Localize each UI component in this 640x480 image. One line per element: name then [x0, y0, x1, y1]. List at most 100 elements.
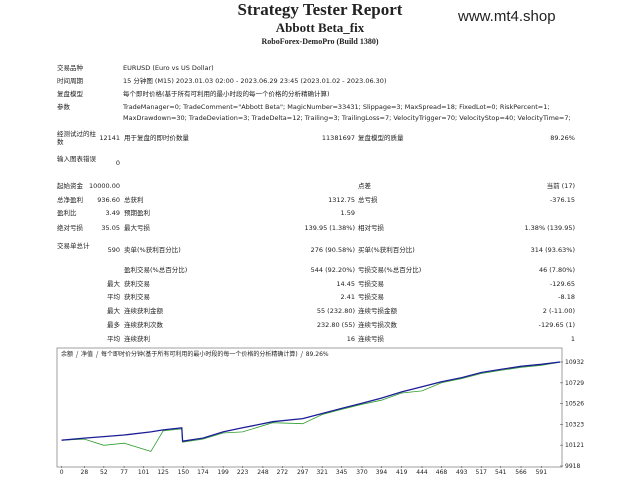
stat-value: 10000.00	[88, 182, 120, 190]
chart-frame	[56, 347, 563, 468]
legend-divider	[95, 350, 99, 359]
stat-value: 平均	[107, 293, 120, 301]
stat-value: 1.38% (139.95)	[524, 224, 575, 232]
stat-label: 总获利	[124, 196, 144, 204]
x-tick-label: 248	[257, 469, 269, 476]
stat-label: 亏损交易	[358, 293, 384, 301]
info-label: 参数	[57, 103, 70, 111]
x-tick-label: 566	[515, 469, 527, 476]
x-tick-label: 125	[157, 469, 169, 476]
stat-label: 交易单总计	[57, 242, 90, 250]
stat-label: 起始资金	[57, 182, 83, 190]
stat-value: 314 (93.63%)	[530, 246, 575, 254]
x-tick-label: 345	[336, 469, 348, 476]
x-tick-label: 77	[120, 469, 128, 476]
stat-label: 亏损交易(%总百分比)	[358, 266, 422, 274]
stat-value: 1.59	[340, 209, 355, 217]
stat-value: 最大	[107, 307, 120, 315]
stat-value: 46 (7.80%)	[538, 266, 575, 274]
x-tick-label: 52	[100, 469, 108, 476]
stat-value: 最大	[107, 280, 120, 288]
stat-value: 55 (232.80)	[316, 307, 355, 315]
info-value: MaxDrawdown=30; TradeDeviation=3; TradeD…	[123, 114, 571, 122]
stat-label: 最大亏损	[124, 224, 150, 232]
expert-name: Abbott Beta_fix	[275, 20, 365, 35]
stat-value: -129.65 (1)	[538, 321, 575, 329]
stat-label: 复盘模型的质量	[358, 134, 404, 142]
x-tick-label: 199	[217, 469, 229, 476]
stat-label: 用于复盘的即时价数量	[124, 134, 189, 142]
stat-label: 经测试过的柱数	[57, 130, 96, 146]
stat-label: 盈利交易(%总百分比)	[124, 266, 188, 274]
stat-label: 盈利比	[57, 209, 77, 217]
stat-value: 276 (90.58%)	[310, 246, 355, 254]
stat-value: 232.80 (55)	[316, 321, 355, 329]
stat-value: 3.49	[105, 209, 120, 217]
stat-value: 11381697	[321, 134, 355, 142]
x-tick-label: 321	[316, 469, 328, 476]
stat-label: 预期盈利	[124, 209, 150, 217]
x-tick-label: 223	[237, 469, 249, 476]
stat-value: 最多	[107, 321, 120, 329]
stat-value: 14.45	[336, 280, 355, 288]
stat-label: 卖单(%获利百分比)	[124, 246, 181, 254]
stat-value: -129.65	[549, 280, 575, 288]
y-tick-label: 10729	[565, 380, 584, 387]
stat-label: 获利交易	[124, 293, 150, 301]
stat-value: 2 (-11.00)	[542, 307, 575, 315]
stat-label: 输入图表错误	[57, 155, 96, 163]
stat-value: 89.26%	[550, 134, 575, 142]
stat-label: 获利交易	[124, 280, 150, 288]
x-tick-label: 370	[356, 469, 368, 476]
y-tick-label: 10526	[565, 401, 584, 408]
legend-divider	[75, 350, 79, 359]
model-annotation: 每个即时价分钟(基于所有可利用的最小时段的每一个价格的分析精确计算)	[101, 350, 298, 358]
x-tick-label: 468	[436, 469, 448, 476]
stat-value: 1	[570, 335, 575, 343]
stat-label: 连续亏损金额	[358, 307, 397, 315]
stat-value: 当前 (17)	[546, 182, 575, 190]
stat-value: 0	[115, 159, 120, 167]
x-tick-label: 28	[81, 469, 89, 476]
stat-value: 平均	[107, 335, 120, 343]
stat-label: 连续获利次数	[124, 321, 163, 329]
x-tick-label: 101	[138, 469, 150, 476]
info-label: 时间周期	[57, 77, 83, 85]
info-label: 复盘模型	[57, 90, 83, 98]
x-tick-label: 394	[376, 469, 388, 476]
stat-value: 16	[346, 335, 355, 343]
stat-label: 绝对亏损	[57, 224, 83, 232]
legend-entry: 余额	[61, 350, 73, 358]
y-tick-label: 10932	[565, 359, 584, 366]
x-tick-label: 419	[396, 469, 408, 476]
info-label: 交易品种	[57, 64, 83, 72]
stat-label: 相对亏损	[358, 224, 384, 232]
stat-label: 总亏损	[358, 196, 378, 204]
legend-entry: 净值	[81, 350, 93, 358]
legend-divider	[300, 350, 303, 359]
stat-label: 连续亏损	[358, 335, 384, 343]
stat-value: 35.05	[101, 224, 120, 232]
stat-value: 936.60	[97, 196, 120, 204]
server-name: RoboForex-DemoPro (Build 1380)	[261, 37, 379, 46]
stat-value: -8.18	[558, 293, 575, 301]
stat-label: 连续获利金额	[124, 307, 163, 315]
stat-value: 2.41	[340, 293, 355, 301]
stat-value: 12141	[99, 134, 120, 142]
stat-value: 544 (92.20%)	[310, 266, 355, 274]
stat-label: 亏损交易	[358, 280, 384, 288]
info-value: EURUSD (Euro vs US Dollar)	[123, 64, 214, 72]
stat-label: 买单(%获利百分比)	[358, 246, 415, 254]
x-tick-label: 541	[495, 469, 507, 476]
info-value: TradeManager=0; TradeComment="Abbott Bet…	[123, 103, 550, 111]
stat-value: 1312.75	[328, 196, 355, 204]
x-tick-label: 591	[536, 469, 548, 476]
watermark: www.mt4.shop	[458, 8, 556, 25]
stat-label: 点差	[358, 182, 371, 190]
info-value: 15 分钟图 (M15) 2023.01.03 02:00 - 2023.06.…	[123, 77, 387, 85]
stat-label: 连续获利	[124, 335, 150, 343]
report-title: Strategy Tester Report	[237, 0, 403, 19]
x-tick-label: 174	[197, 469, 209, 476]
y-tick-label: 9918	[565, 463, 580, 470]
